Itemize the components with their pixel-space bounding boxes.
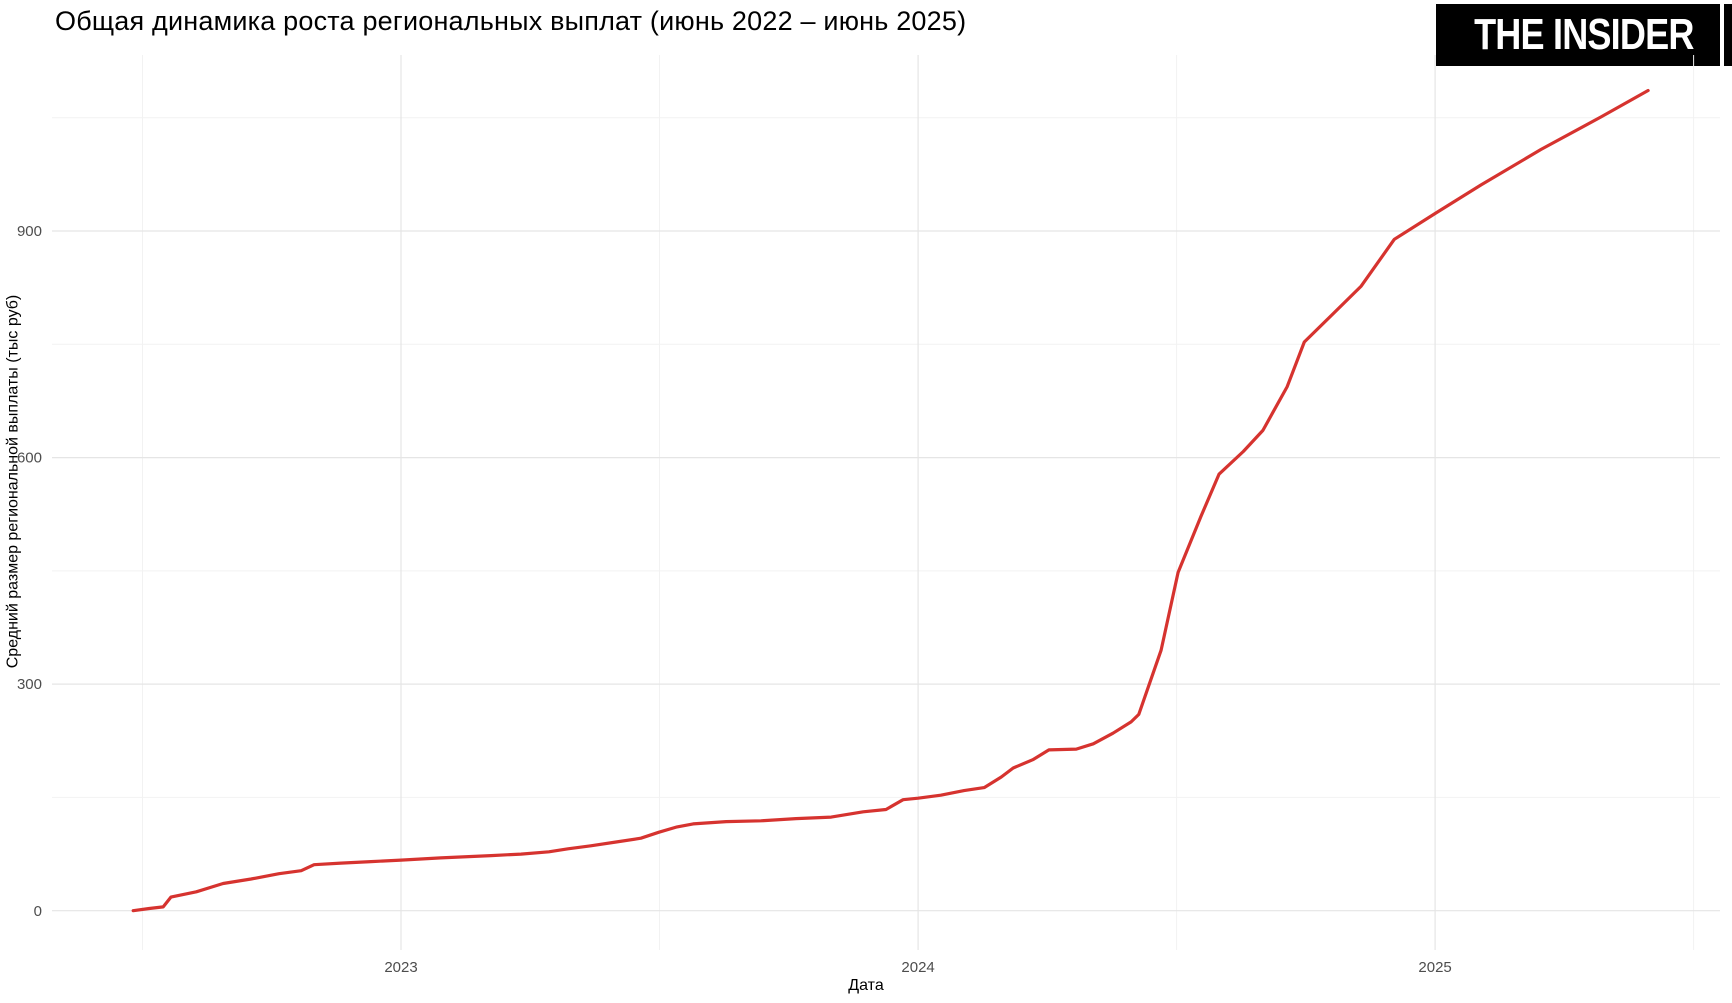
- series-line: [131, 88, 1650, 913]
- x-tick-label-2024: 2024: [901, 959, 934, 976]
- logo-stripe: [1720, 4, 1724, 66]
- chart-title: Общая динамика роста региональных выплат…: [55, 6, 967, 36]
- x-tick-label-2023: 2023: [384, 959, 417, 976]
- insider-logo-text: THE INSIDER: [1474, 10, 1694, 59]
- y-tick-label-900: 900: [17, 223, 42, 240]
- insider-logo: THE INSIDER: [1436, 4, 1732, 66]
- x-tick-label-2025: 2025: [1418, 959, 1451, 976]
- y-tick-label-600: 600: [17, 450, 42, 467]
- x-axis-title: Дата: [848, 977, 884, 994]
- y-tick-label-0: 0: [34, 903, 42, 920]
- y-axis-title: Средний размер региональной выплаты (тыс…: [4, 294, 22, 669]
- y-tick-label-300: 300: [17, 676, 42, 693]
